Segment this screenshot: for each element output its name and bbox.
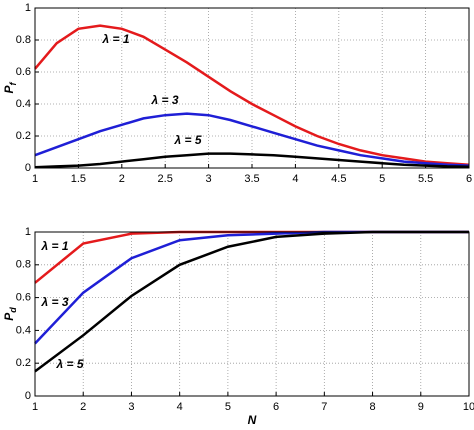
x-tick-label: 3.5 [244,173,259,185]
x-tick-label: 1 [32,401,38,413]
x-tick-label: 2 [119,173,125,185]
x-tick-label: 4.5 [331,173,346,185]
y-tick-label: 0.8 [16,34,31,46]
x-tick-label: 8 [369,401,375,413]
y-tick-label: 0.8 [16,259,31,271]
x-tick-label: 4 [177,401,183,413]
y-tick-label: 0.6 [16,66,31,78]
x-tick-label: 5.5 [418,173,433,185]
x-tick-label: 4 [292,173,298,185]
x-tick-label: 1.5 [71,173,86,185]
y-tick-label: 0 [25,162,31,174]
y-axis-label: Pd [2,307,18,321]
x-tick-label: 7 [321,401,327,413]
data-line [34,230,469,284]
x-tick-label: 1 [32,173,38,185]
data-line [34,230,469,373]
y-tick-label: 0.2 [16,357,31,369]
annotation: λ = 5 [173,133,201,147]
x-tick-label: 2.5 [158,173,173,185]
y-tick-label: 0.6 [16,292,31,304]
annotation: λ = 5 [55,357,83,371]
x-tick-label: 6 [273,401,279,413]
x-tick-label: 3 [128,401,134,413]
x-tick-label: 10 [463,401,474,413]
y-axis-label-main: P [2,85,16,94]
y-tick-label: 0.4 [16,98,31,110]
y-tick-label: 1 [25,2,31,14]
x-tick-label: 9 [418,401,424,413]
y-axis-label: Pf [2,81,18,93]
x-tick-label: 6 [466,173,472,185]
data-line [34,112,470,167]
y-axis-label-sub: d [8,307,18,313]
plot-frame [34,231,470,397]
y-tick-label: 0.2 [16,130,31,142]
annotation: λ = 3 [40,295,68,309]
y-tick-label: 0 [25,390,31,402]
y-tick-label: 1 [25,226,31,238]
y-axis-label-main: P [2,312,16,321]
data-line [34,24,470,167]
annotation: λ = 3 [150,93,178,107]
x-axis-label: N [248,413,257,427]
annotation: λ = 1 [40,239,68,253]
x-tick-label: 5 [379,173,385,185]
plot-frame [34,7,470,169]
x-tick-label: 5 [225,401,231,413]
data-line [34,152,470,169]
x-tick-label: 2 [80,401,86,413]
annotation: λ = 1 [101,32,129,46]
x-tick-label: 3 [206,173,212,185]
data-line [34,230,469,345]
y-axis-label-sub: f [8,81,18,85]
y-tick-label: 0.4 [16,324,31,336]
